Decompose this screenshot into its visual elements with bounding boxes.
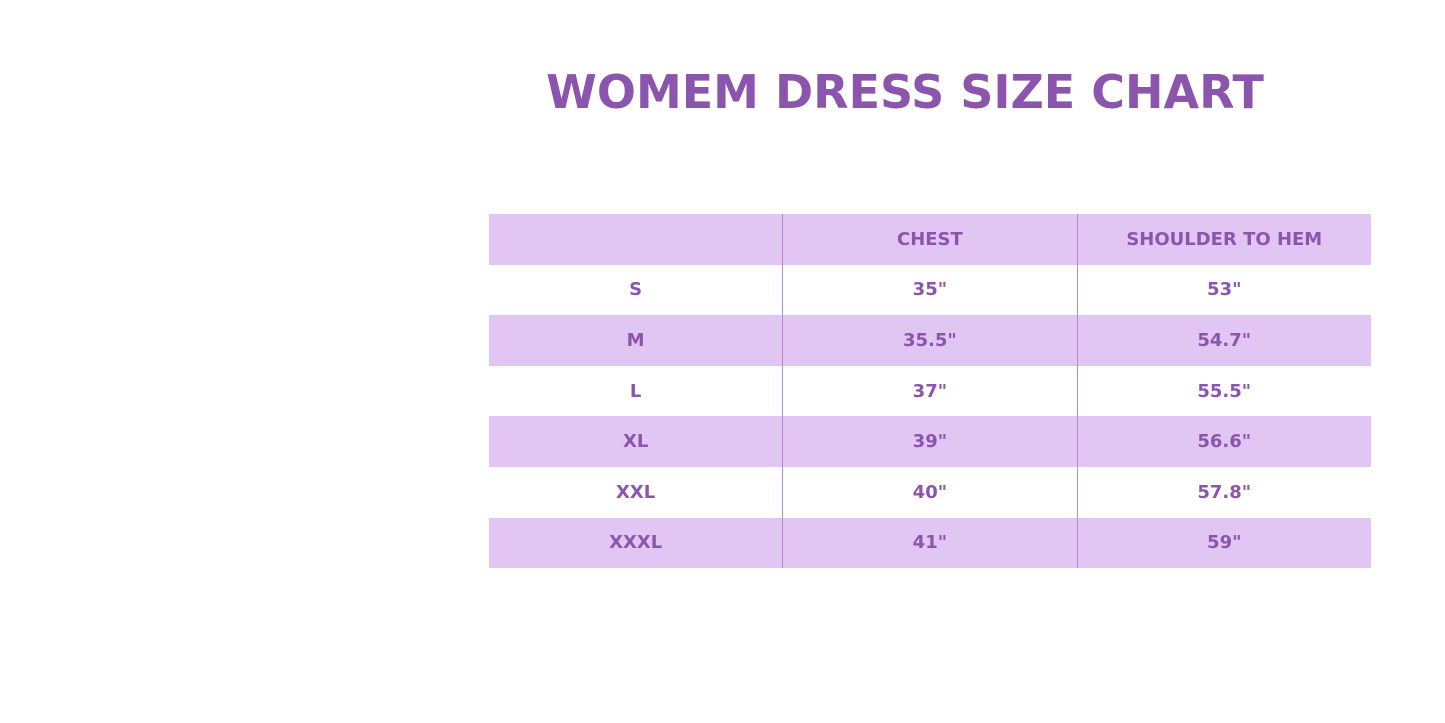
table-cell: 53": [1076, 264, 1371, 316]
column-header: [489, 214, 783, 265]
table-row: XXL 40" 57.8": [489, 466, 1371, 518]
table-cell: 41": [782, 517, 1078, 569]
table-cell: XXL: [616, 481, 656, 503]
table-cell: 39": [782, 416, 1078, 467]
table-cell: 40": [782, 466, 1078, 518]
table-cell: 35.5": [782, 315, 1078, 366]
size-chart-table: CHEST SHOULDER TO HEM S 35" 53" M 35.5" 54.7" L 3…: [489, 214, 1371, 569]
table-cell: XL: [489, 416, 783, 467]
table-cell: S: [629, 279, 643, 301]
table-row: M 35.5" 54.7": [489, 315, 1371, 366]
table-cell: 59": [1076, 517, 1371, 569]
table-row: S 35" 53": [489, 264, 1371, 316]
page-title: WOMEM DRESS SIZE CHART: [546, 65, 1264, 119]
table-cell: L: [629, 380, 642, 402]
header-row: CHEST SHOULDER TO HEM: [489, 214, 1371, 265]
table-cell: 35": [782, 264, 1078, 316]
table-row: XL 39" 56.6": [489, 416, 1371, 467]
column-header: SHOULDER TO HEM: [1076, 214, 1371, 265]
table-row: L 37" 55.5": [489, 365, 1371, 417]
table-cell: 37": [782, 365, 1078, 417]
table-cell: 56.6": [1076, 416, 1371, 467]
table-cell: 54.7": [1076, 315, 1371, 366]
table-row: XXXL 41" 59": [489, 517, 1371, 569]
column-header: CHEST: [782, 214, 1078, 265]
table-cell: 57.8": [1076, 466, 1371, 518]
table-cell: M: [489, 315, 783, 366]
table-cell: 55.5": [1076, 365, 1371, 417]
table-cell: XXXL: [489, 517, 783, 569]
